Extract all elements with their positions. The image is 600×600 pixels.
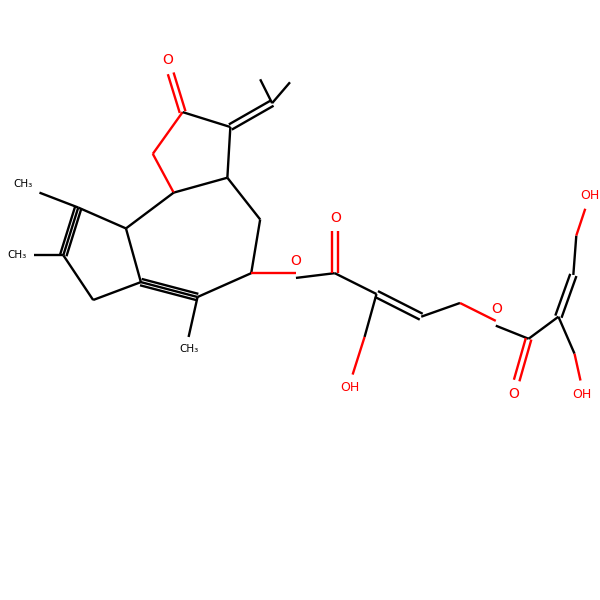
Text: OH: OH (340, 381, 359, 394)
Text: O: O (162, 53, 173, 67)
Text: O: O (491, 302, 502, 316)
Text: O: O (331, 211, 341, 225)
Text: CH₃: CH₃ (7, 250, 26, 260)
Text: CH₃: CH₃ (13, 179, 32, 188)
Text: OH: OH (580, 188, 599, 202)
Text: OH: OH (572, 388, 592, 401)
Text: O: O (508, 386, 519, 401)
Text: O: O (290, 254, 301, 268)
Text: CH₃: CH₃ (179, 344, 198, 354)
